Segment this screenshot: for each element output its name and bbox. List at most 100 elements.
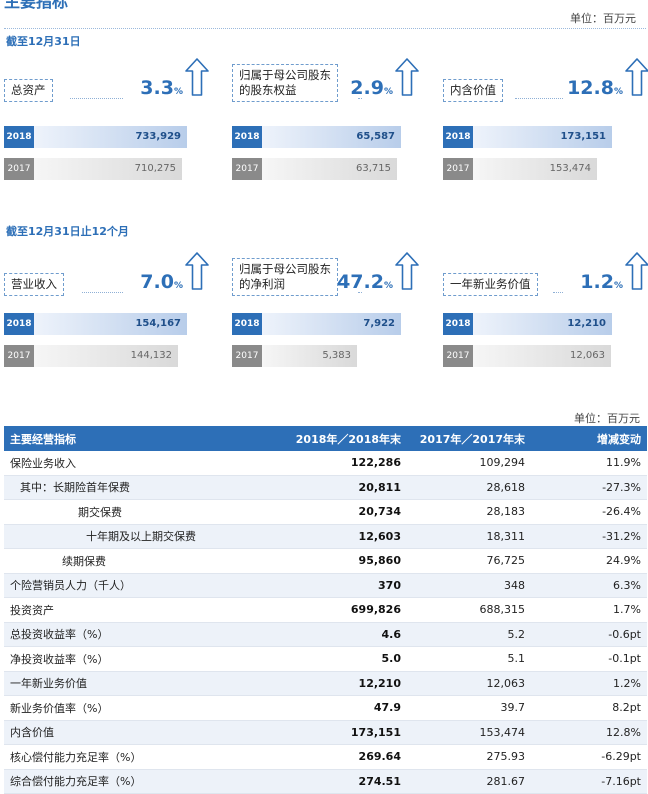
table-cell: 内含价值 xyxy=(4,720,279,745)
value-bar-2017: 2017 5,383 xyxy=(232,345,404,367)
table-cell: 5.0 xyxy=(279,646,407,672)
table-cell: 12,603 xyxy=(279,524,407,549)
bar-fill xyxy=(34,126,187,148)
metric-growth-value: 12.8 xyxy=(567,77,614,99)
table-cell: 5.2 xyxy=(407,622,531,647)
up-arrow-icon xyxy=(185,252,209,290)
table-cell: 370 xyxy=(279,573,407,598)
metric-growth-sign: % xyxy=(613,87,623,97)
year-tag: 2018 xyxy=(232,313,262,335)
table-row: 总投资收益率（%） 4.6 5.2 -0.6pt xyxy=(4,622,647,647)
up-arrow-icon xyxy=(185,58,209,96)
metric-connector xyxy=(553,292,563,293)
table-cell: 5.1 xyxy=(407,646,531,672)
metric-connector xyxy=(515,98,563,99)
table-cell: 1.7% xyxy=(531,597,647,623)
table-cell: 122,286 xyxy=(279,451,407,476)
bar-value: 144,132 xyxy=(130,350,172,361)
bar-value: 12,210 xyxy=(567,318,606,329)
table-cell: 28,618 xyxy=(407,475,531,500)
value-bar-2018: 2018 173,151 xyxy=(443,126,615,148)
table-cell: 新业务价值率（%） xyxy=(4,695,279,721)
up-arrow-icon xyxy=(395,252,419,290)
table-row: 续期保费 95,860 76,725 24.9% xyxy=(4,548,647,574)
table-row: 期交保费 20,734 28,183 -26.4% xyxy=(4,499,647,525)
table-cell: 12,210 xyxy=(279,671,407,696)
metric-connector xyxy=(70,98,123,99)
metric-growth-value: 1.2 xyxy=(580,271,614,293)
table-cell: 总投资收益率（%） xyxy=(4,622,279,647)
year-tag: 2017 xyxy=(443,158,473,180)
table-row: 内含价值 173,151 153,474 12.8% xyxy=(4,720,647,745)
kpi-table: 主要经营指标 2018年／2018年末 2017年／2017年末 增减变动 保险… xyxy=(4,426,647,794)
metric-label-line: 的净利润 xyxy=(239,277,285,291)
table-row: 综合偿付能力充足率（%） 274.51 281.67 -7.16pt xyxy=(4,769,647,794)
metric-label: 归属于母公司股东 的股东权益 xyxy=(232,64,338,102)
year-tag: 2017 xyxy=(232,158,262,180)
table-cell: 11.9% xyxy=(531,451,647,476)
up-arrow-icon xyxy=(395,58,419,96)
bar-value: 12,063 xyxy=(570,350,605,361)
table-cell: -27.3% xyxy=(531,475,647,500)
table-cell: 8.2pt xyxy=(531,695,647,721)
metric-growth-percent: 12.8% xyxy=(567,78,623,102)
up-arrow-icon xyxy=(625,252,648,290)
year-tag: 2018 xyxy=(4,313,34,335)
metric-growth-sign: % xyxy=(173,87,183,97)
metric-growth-percent: 7.0% xyxy=(140,272,183,296)
year-tag: 2018 xyxy=(443,126,473,148)
table-header: 2017年／2017年末 xyxy=(407,426,531,451)
value-bar-2017: 2017 63,715 xyxy=(232,158,404,180)
metric-label: 内含价值 xyxy=(443,79,503,102)
table-header: 2018年／2018年末 xyxy=(279,426,407,451)
table-cell: 12.8% xyxy=(531,720,647,745)
bar-value: 153,474 xyxy=(549,163,591,174)
page-title: 主要指标 xyxy=(4,0,69,11)
bar-value: 710,275 xyxy=(134,163,176,174)
table-cell: 续期保费 xyxy=(4,548,279,574)
metric-growth-percent: 2.9% xyxy=(350,78,393,102)
metric-growth-percent: 3.3% xyxy=(140,78,183,102)
bar-value: 733,929 xyxy=(135,131,181,142)
table-cell: 699,826 xyxy=(279,597,407,623)
value-bar-2018: 2018 7,922 xyxy=(232,313,404,335)
table-cell: 348 xyxy=(407,573,531,598)
table-cell: 47.9 xyxy=(279,695,407,721)
bar-fill xyxy=(262,313,401,335)
table-row: 其中：长期险首年保费 20,811 28,618 -27.3% xyxy=(4,475,647,500)
table-cell: 十年期及以上期交保费 xyxy=(4,524,279,549)
unit-label-table: 单位：百万元 xyxy=(574,412,640,425)
table-cell: -0.6pt xyxy=(531,622,647,647)
year-tag: 2017 xyxy=(4,345,34,367)
unit-label-top: 单位：百万元 xyxy=(570,12,636,25)
metric-label: 归属于母公司股东 的净利润 xyxy=(232,258,338,296)
metric-growth-sign: % xyxy=(613,281,623,291)
bar-value: 154,167 xyxy=(135,318,181,329)
metric-label-line: 内含价值 xyxy=(450,83,496,97)
table-cell: 76,725 xyxy=(407,548,531,574)
year-tag: 2017 xyxy=(443,345,473,367)
bar-value: 173,151 xyxy=(560,131,606,142)
metric-label: 营业收入 xyxy=(4,273,64,296)
year-tag: 2017 xyxy=(232,345,262,367)
year-tag: 2018 xyxy=(232,126,262,148)
table-cell: 综合偿付能力充足率（%） xyxy=(4,769,279,794)
table-row: 核心偿付能力充足率（%） 269.64 275.93 -6.29pt xyxy=(4,744,647,770)
bar-fill xyxy=(473,158,597,180)
table-cell: 18,311 xyxy=(407,524,531,549)
value-bar-2018: 2018 154,167 xyxy=(4,313,190,335)
table-cell: 其中：长期险首年保费 xyxy=(4,475,279,500)
divider xyxy=(4,28,646,29)
metric-growth-sign: % xyxy=(383,87,393,97)
metric-growth-percent: 47.2% xyxy=(337,272,393,296)
metric-label: 总资产 xyxy=(4,79,53,102)
up-arrow-icon xyxy=(625,58,648,96)
table-row: 一年新业务价值 12,210 12,063 1.2% xyxy=(4,671,647,696)
metric-growth-value: 7.0 xyxy=(140,271,174,293)
table-cell: 20,734 xyxy=(279,499,407,525)
section-label-year-end: 截至12月31日 xyxy=(6,35,81,48)
value-bar-2018: 2018 65,587 xyxy=(232,126,404,148)
metric-label-line: 归属于母公司股东 xyxy=(239,262,331,276)
table-cell: 95,860 xyxy=(279,548,407,574)
metric-connector xyxy=(82,292,123,293)
